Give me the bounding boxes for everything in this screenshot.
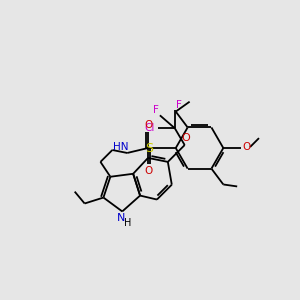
Text: Cl: Cl — [145, 123, 155, 133]
Text: O: O — [181, 133, 190, 143]
Text: H: H — [124, 218, 131, 228]
Text: O: O — [144, 166, 152, 176]
Text: S: S — [145, 142, 153, 154]
Text: O: O — [242, 142, 250, 152]
Text: O: O — [144, 120, 152, 130]
Text: F: F — [176, 100, 182, 110]
Text: N: N — [117, 213, 125, 224]
Text: F: F — [153, 105, 159, 116]
Text: HN: HN — [112, 142, 128, 152]
